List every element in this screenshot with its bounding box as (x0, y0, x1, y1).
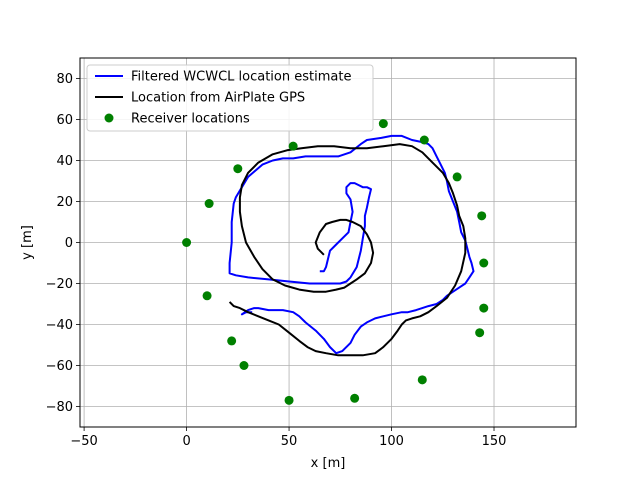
receiver-point (417, 375, 427, 385)
x-ticks: −50 0 50 100 150 (70, 427, 506, 449)
x-tick-label: −50 (70, 434, 97, 449)
legend-swatch-receivers (104, 113, 114, 123)
plot-area (182, 119, 489, 405)
y-tick-label: −60 (46, 359, 73, 374)
wcwcl-estimate-line (228, 134, 475, 355)
x-tick-label: 100 (379, 434, 404, 449)
y-axis-label: y [m] (20, 225, 35, 260)
x-axis-label: x [m] (311, 456, 346, 471)
receiver-point (204, 199, 214, 209)
x-tick-label: 50 (281, 434, 298, 449)
receiver-point (288, 141, 298, 151)
y-tick-label: 20 (56, 195, 73, 210)
y-tick-label: 60 (56, 113, 73, 128)
y-tick-label: 40 (56, 154, 73, 169)
y-ticks: −80 −60 −40 −20 0 20 40 60 80 (46, 72, 80, 415)
receiver-point (477, 211, 487, 221)
y-tick-label: −80 (46, 400, 73, 415)
receiver-point (239, 361, 249, 370)
y-tick-label: 80 (56, 72, 73, 87)
y-tick-label: −40 (46, 318, 73, 333)
receiver-point (475, 328, 485, 338)
x-tick-label: 150 (482, 434, 507, 449)
receiver-point (479, 258, 489, 268)
y-tick-label: 0 (65, 236, 73, 251)
receiver-point (479, 303, 489, 313)
legend-label-receivers: Receiver locations (131, 112, 250, 127)
receiver-point (419, 135, 429, 145)
receiver-point (233, 164, 243, 174)
receiver-point (452, 172, 462, 182)
x-tick-label: 0 (182, 434, 190, 449)
receiver-point (182, 238, 192, 247)
gps-location-line (228, 143, 467, 357)
receiver-point (378, 119, 388, 129)
legend: Filtered WCWCL location estimate Locatio… (86, 64, 374, 132)
y-tick-label: −20 (46, 277, 73, 292)
receiver-point (350, 393, 360, 403)
legend-box (86, 64, 374, 132)
legend-label-wcwcl: Filtered WCWCL location estimate (131, 70, 351, 85)
legend-label-gps: Location from AirPlate GPS (131, 91, 305, 106)
receiver-point (284, 395, 294, 405)
receiver-point (227, 336, 237, 346)
receiver-point (202, 291, 212, 301)
